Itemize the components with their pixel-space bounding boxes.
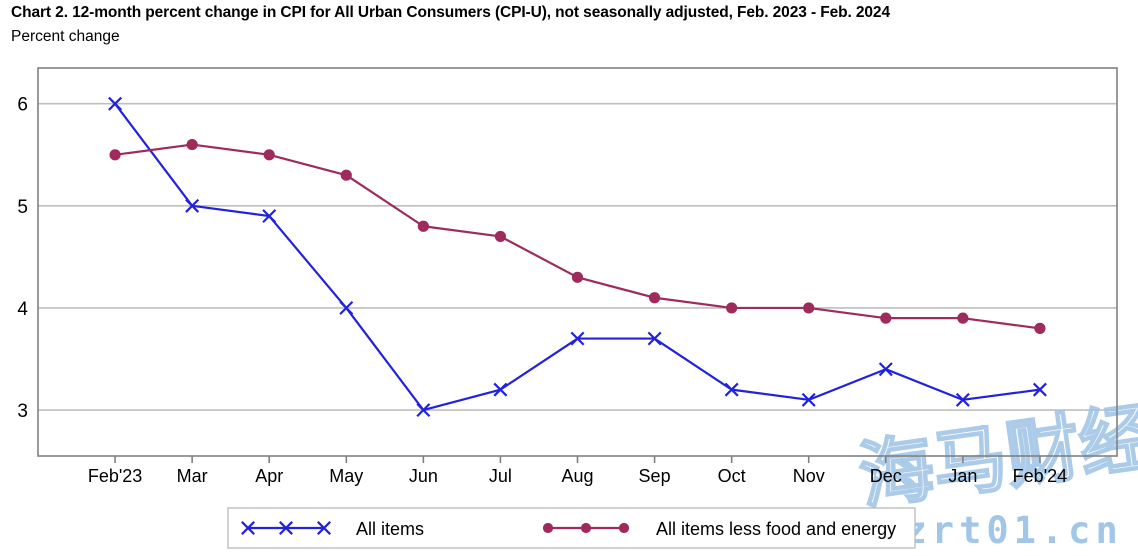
x-tick-label-11: Jan — [948, 466, 977, 486]
watermark-secondary: zzrt01.cn — [877, 509, 1122, 552]
data-point-marker — [726, 302, 738, 314]
chart-legend: All items All items less food and energy — [227, 507, 916, 549]
series-all-items — [108, 96, 1047, 418]
legend-swatch-marker — [317, 521, 331, 535]
data-point-marker — [801, 392, 816, 407]
legend-swatch-marker — [580, 522, 592, 534]
data-point-marker — [185, 198, 200, 213]
data-point-marker — [570, 331, 585, 346]
data-point-marker — [957, 312, 969, 324]
data-point-marker — [803, 302, 815, 314]
plot-background — [38, 68, 1117, 456]
data-point-marker — [494, 230, 507, 243]
series-all-items-less-food-and-energy — [109, 138, 1046, 334]
legend-entry-0[interactable]: All items — [241, 519, 424, 539]
data-point-marker — [416, 403, 431, 418]
x-tick-label-8: Oct — [718, 466, 746, 486]
legend-swatch-marker — [618, 522, 630, 534]
x-tick-label-3: May — [329, 466, 363, 486]
legend-label: All items less food and energy — [656, 519, 896, 539]
data-point-marker — [571, 271, 584, 283]
x-tick-label-7: Sep — [639, 466, 671, 486]
data-point-marker — [339, 300, 354, 315]
chart-axis-label-y: Percent change — [11, 28, 120, 45]
y-tick-label-5: 5 — [17, 197, 28, 218]
y-tick-label-3: 3 — [17, 401, 28, 422]
x-tick-label-2: Apr — [255, 466, 283, 486]
chart-x-ticks — [114, 456, 1041, 463]
legend-swatch-marker — [241, 521, 255, 535]
data-point-marker — [955, 392, 970, 407]
chart-series-layer — [108, 96, 1047, 418]
data-point-marker — [108, 96, 123, 111]
x-tick-label-12: Feb'24 — [1013, 466, 1067, 486]
data-point-marker — [1034, 322, 1046, 334]
x-tick-label-4: Jun — [409, 466, 438, 486]
chart-title: Chart 2. 12-month percent change in CPI … — [11, 4, 890, 21]
legend-entry-1[interactable]: All items less food and energy — [542, 519, 896, 539]
legend-swatch-marker — [542, 522, 554, 534]
data-point-marker — [880, 312, 892, 324]
data-point-marker — [109, 149, 121, 161]
data-point-marker — [648, 292, 661, 304]
legend-label: All items — [356, 519, 424, 539]
x-tick-label-9: Nov — [793, 466, 825, 486]
data-point-marker — [417, 220, 429, 232]
legend-box — [227, 507, 916, 549]
y-tick-label-4: 4 — [17, 299, 28, 320]
x-tick-label-10: Dec — [870, 466, 902, 486]
legend-swatch-marker — [279, 521, 293, 535]
chart-gridlines — [38, 102, 1117, 411]
data-point-marker — [493, 382, 508, 397]
x-tick-label-6: Aug — [561, 466, 593, 486]
data-point-marker — [340, 169, 352, 181]
data-point-marker — [262, 209, 277, 224]
data-point-marker — [186, 138, 198, 151]
x-tick-label-5: Jul — [489, 466, 512, 486]
data-point-marker — [647, 331, 662, 346]
y-tick-label-6: 6 — [17, 95, 28, 116]
chart-y-tick-labels: 3 4 5 6 — [17, 95, 28, 422]
chart-x-tick-labels: Feb'23 Mar Apr May Jun Jul Aug Sep Oct Nov Dec Jan F… — [88, 466, 1067, 486]
x-tick-label-1: Mar — [177, 466, 208, 486]
data-point-marker — [263, 149, 275, 161]
data-point-marker — [724, 382, 739, 397]
x-tick-label-0: Feb'23 — [88, 466, 142, 486]
data-point-marker — [1032, 382, 1047, 397]
data-point-marker — [878, 362, 893, 377]
